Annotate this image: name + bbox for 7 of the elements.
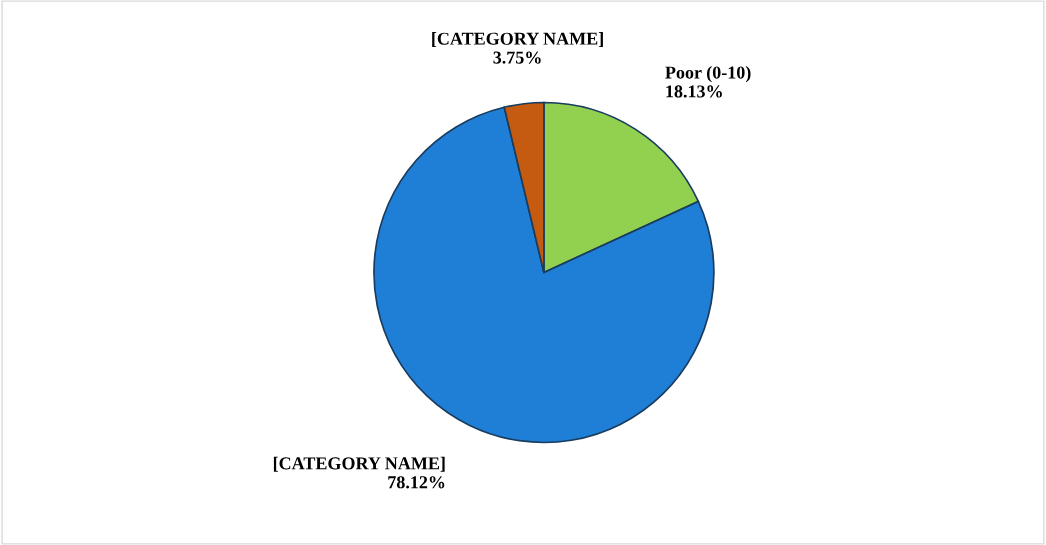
data-label: 3.75% [493,51,541,64]
slice-label: [CATEGORY NAME] [432,32,603,47]
data-label: 18.13% [666,85,722,98]
slice-label: Poor (0-10) [665,65,751,83]
pie-slice [373,106,715,444]
data-label: 78.12% [388,476,445,489]
slice-label: [CATEGORY NAME] [273,456,445,472]
